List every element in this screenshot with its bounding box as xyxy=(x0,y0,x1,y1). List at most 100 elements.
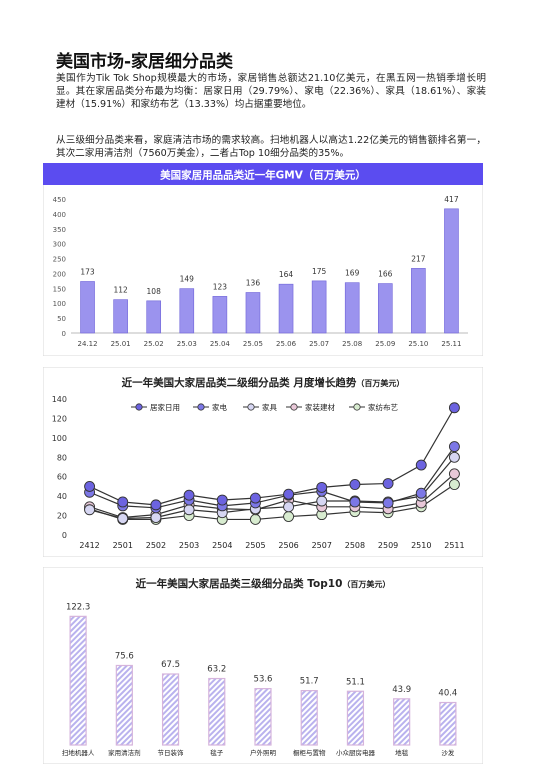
top10-bar xyxy=(254,688,272,746)
top10-x-tick: 扫地机器人 xyxy=(62,748,95,757)
top10-chart-title: 近一年美国大家居品类三级细分品类 Top10（百万美元） xyxy=(136,577,391,590)
gmv-data-label: 136 xyxy=(246,279,261,288)
gmv-bar xyxy=(344,282,360,334)
trend-point xyxy=(117,496,129,508)
trend-point xyxy=(117,513,129,524)
trend-y-tick: 0 xyxy=(62,531,67,540)
gmv-bar xyxy=(311,280,327,334)
trend-y-tick: 120 xyxy=(52,414,67,423)
gmv-bar xyxy=(377,283,393,334)
gmv-data-label: 166 xyxy=(378,270,393,279)
trend-point xyxy=(249,492,261,504)
trend-chart-title: 近一年美国大家居品类二级细分品类 月度增长趋势（百万美元） xyxy=(122,376,405,389)
trend-y-tick: 100 xyxy=(52,434,67,443)
trend-point xyxy=(183,504,195,516)
trend-y-tick: 80 xyxy=(57,453,67,462)
gmv-data-label: 217 xyxy=(411,254,426,263)
trend-point xyxy=(448,479,460,490)
top10-data-label: 40.4 xyxy=(438,689,457,699)
trend-chart: 近一年美国大家居品类二级细分品类 月度增长趋势（百万美元） 居家日用 家电 家具 家装… xyxy=(42,366,484,558)
gmv-data-label: 123 xyxy=(213,282,228,291)
top10-x-tick: 节日装饰 xyxy=(158,748,185,757)
trend-point xyxy=(415,459,427,471)
trend-legend-marker xyxy=(247,403,255,411)
trend-x-tick: 2506 xyxy=(278,541,298,550)
top10-chart-svg: 近一年美国大家居品类三级细分品类 Top10（百万美元） 扫地机器人 家用清洁剂 节… xyxy=(42,566,484,765)
top10-bar xyxy=(439,701,457,746)
top10-data-label: 51.1 xyxy=(346,677,365,687)
top10-chart: 近一年美国大家居品类三级细分品类 Top10（百万美元） 扫地机器人 家用清洁剂 节… xyxy=(42,566,484,765)
trend-point xyxy=(448,468,460,480)
top10-data-label: 75.6 xyxy=(115,651,134,661)
trend-point xyxy=(150,499,162,511)
top10-x-tick: 小众厨房电器 xyxy=(336,748,376,757)
top10-data-label: 43.9 xyxy=(392,685,411,695)
gmv-x-tick: 24.12 xyxy=(78,340,98,348)
gmv-x-tick: 25.06 xyxy=(276,340,297,348)
trend-legend-marker xyxy=(197,403,205,411)
top10-bar xyxy=(161,673,180,746)
gmv-data-label: 164 xyxy=(279,270,294,279)
top10-x-tick: 地毯 xyxy=(395,748,409,757)
top10-x-tick: 户外照明 xyxy=(250,748,277,757)
trend-legend-label: 家装建材 xyxy=(305,402,335,412)
top10-x-tick: 沙发 xyxy=(441,748,455,757)
trend-series-line xyxy=(89,407,455,506)
gmv-chart: 美国家居用品品类近一年GMV（百万美元） 0 50 100 150 200 250 300 3… xyxy=(42,162,484,357)
gmv-bar xyxy=(80,281,95,334)
trend-point xyxy=(316,481,328,493)
trend-point xyxy=(448,441,460,453)
trend-point xyxy=(448,451,460,463)
trend-chart-svg: 近一年美国大家居品类二级细分品类 月度增长趋势（百万美元） 居家日用 家电 家具 家装… xyxy=(42,366,484,558)
gmv-y-tick: 300 xyxy=(53,241,66,249)
trend-legend-marker xyxy=(353,403,361,411)
top10-data-label: 51.7 xyxy=(300,677,319,687)
trend-legend-marker xyxy=(290,403,298,411)
trend-point xyxy=(382,497,394,509)
detail-paragraph: 从三级细分品类来看，家庭清洁市场的需求较高。扫地机器人以高达1.22亿美元的销售… xyxy=(56,135,486,159)
page-title: 美国市场-家居细分品类 xyxy=(56,52,234,72)
trend-point xyxy=(249,514,261,525)
trend-y-tick: 20 xyxy=(57,512,67,521)
gmv-bar xyxy=(179,288,195,334)
gmv-y-tick: 50 xyxy=(57,315,66,323)
trend-point xyxy=(448,402,460,414)
gmv-chart-title: 美国家居用品品类近一年GMV（百万美元） xyxy=(160,169,366,182)
trend-legend-label: 居家日用 xyxy=(150,402,180,412)
trend-point xyxy=(283,488,295,500)
trend-x-tick: 2504 xyxy=(212,541,232,550)
gmv-bar xyxy=(411,268,426,334)
gmv-x-tick: 25.03 xyxy=(177,340,197,348)
gmv-x-tick: 25.10 xyxy=(408,340,428,348)
gmv-x-tick: 25.07 xyxy=(309,340,329,348)
trend-point xyxy=(415,487,427,499)
gmv-data-label: 112 xyxy=(113,286,128,295)
top10-bar xyxy=(115,664,133,746)
top10-data-label: 122.3 xyxy=(66,602,90,612)
trend-x-tick: 2509 xyxy=(378,541,398,550)
gmv-data-label: 108 xyxy=(147,287,162,296)
intro-paragraph: 美国作为Tik Tok Shop规模最大的市场，家居销售总额达21.10亿美元，… xyxy=(56,73,486,110)
top10-bar xyxy=(346,690,365,746)
top10-bar xyxy=(69,615,87,746)
trend-x-tick: 2501 xyxy=(113,541,133,550)
gmv-chart-svg: 美国家居用品品类近一年GMV（百万美元） 0 50 100 150 200 250 300 3… xyxy=(42,162,484,357)
gmv-bar xyxy=(113,299,128,334)
gmv-data-label: 173 xyxy=(80,267,95,276)
trend-y-tick: 40 xyxy=(57,492,67,501)
gmv-y-tick: 250 xyxy=(53,256,66,264)
gmv-x-tick: 25.01 xyxy=(111,340,131,348)
gmv-bar xyxy=(146,300,162,334)
trend-x-tick: 2412 xyxy=(79,541,99,550)
top10-bar xyxy=(208,677,226,746)
trend-x-tick: 2503 xyxy=(179,541,199,550)
trend-point xyxy=(283,511,295,522)
top10-x-tick: 橱柜与置物 xyxy=(293,748,326,757)
gmv-y-tick: 200 xyxy=(53,270,66,278)
trend-series-line xyxy=(89,483,455,521)
trend-point xyxy=(216,494,228,506)
trend-point xyxy=(150,512,162,523)
top10-bar xyxy=(300,690,318,746)
gmv-x-tick: 25.02 xyxy=(144,340,164,348)
trend-series-line xyxy=(89,473,455,519)
